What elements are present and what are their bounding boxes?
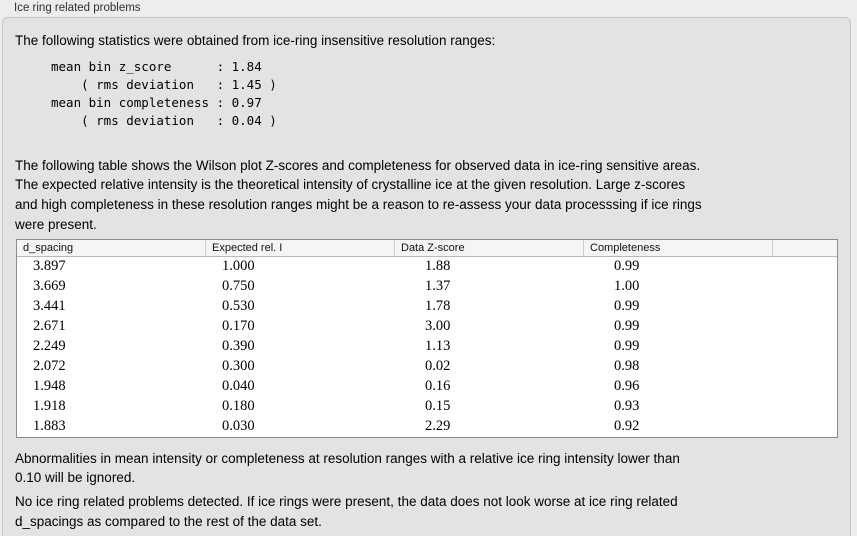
table-cell: 0.92: [614, 417, 640, 434]
table-cell: 1.000: [222, 257, 255, 274]
table-cell: 0.96: [614, 377, 640, 394]
column-header[interactable]: Expected rel. I: [206, 239, 395, 256]
table-cell: 0.99: [614, 317, 640, 334]
table-cell: 0.040: [222, 377, 255, 394]
table-cell: 1.37: [425, 277, 451, 294]
table-body: 3.897 1.000 1.88 0.99 3.669 0.750 1.37 1.00 3.44…: [17, 257, 837, 437]
text-line: Abnormalities in mean intensity or compl…: [15, 450, 680, 466]
table-row[interactable]: 3.669 0.750 1.37 1.00: [17, 277, 837, 297]
table-cell: 0.170: [222, 317, 255, 334]
ignore-threshold-note: Abnormalities in mean intensity or compl…: [15, 449, 850, 488]
table-row[interactable]: 2.671 0.170 3.00 0.99: [17, 317, 837, 337]
table-cell: 0.390: [222, 337, 255, 354]
table-cell: 0.300: [222, 357, 255, 374]
column-header[interactable]: Completeness: [584, 239, 773, 256]
text-line: and high completeness in these resolutio…: [15, 197, 702, 213]
table-row[interactable]: 3.897 1.000 1.88 0.99: [17, 257, 837, 277]
table-cell: 2.249: [33, 337, 66, 354]
table-cell: 0.99: [614, 297, 640, 314]
table-cell: 0.99: [614, 257, 640, 274]
table-cell: 2.072: [33, 357, 66, 374]
table-cell: 0.750: [222, 277, 255, 294]
table-cell: 2.29: [425, 417, 451, 434]
text-line: were present.: [15, 216, 97, 232]
table-row[interactable]: 1.948 0.040 0.16 0.96: [17, 377, 837, 397]
table-cell: 3.441: [33, 297, 66, 314]
text-line: d_spacings as compared to the rest of th…: [15, 513, 322, 529]
ice-ring-panel: The following statistics were obtained f…: [2, 17, 851, 536]
table-cell: 0.030: [222, 417, 255, 434]
table-cell: 0.02: [425, 357, 451, 374]
panel-title: Ice ring related problems: [14, 2, 141, 14]
column-header[interactable]: d_spacing: [17, 239, 206, 256]
intro-text: The following statistics were obtained f…: [15, 33, 496, 48]
table-cell: 0.530: [222, 297, 255, 314]
text-line: The following table shows the Wilson plo…: [15, 157, 701, 173]
table-cell: 0.93: [614, 397, 640, 414]
table-header-row: d_spacing Expected rel. I Data Z-score Comp…: [17, 239, 837, 257]
column-header[interactable]: Data Z-score: [395, 239, 584, 256]
table-row[interactable]: 2.072 0.300 0.02 0.98: [17, 357, 837, 377]
column-header-filler: [773, 240, 837, 256]
table-row[interactable]: 3.441 0.530 1.78 0.99: [17, 297, 837, 317]
table-cell: 1.88: [425, 257, 451, 274]
ice-ring-table[interactable]: d_spacing Expected rel. I Data Z-score Comp…: [16, 238, 838, 438]
table-row[interactable]: 1.918 0.180 0.15 0.93: [17, 397, 837, 417]
stats-block: mean bin z_score : 1.84 ( rms deviation …: [51, 58, 277, 128]
table-cell: 1.948: [33, 377, 66, 394]
conclusion-note: No ice ring related problems detected. I…: [15, 492, 850, 531]
table-cell: 0.180: [222, 397, 255, 414]
table-cell: 2.671: [33, 317, 66, 334]
table-cell: 1.78: [425, 297, 451, 314]
table-row[interactable]: 1.883 0.030 2.29 0.92: [17, 417, 837, 437]
table-cell: 1.883: [33, 417, 66, 434]
table-cell: 3.669: [33, 277, 66, 294]
text-line: The expected relative intensity is the t…: [15, 177, 686, 193]
table-cell: 0.99: [614, 337, 640, 354]
table-cell: 1.918: [33, 397, 66, 414]
text-line: 0.10 will be ignored.: [15, 470, 136, 486]
table-cell: 0.15: [425, 397, 451, 414]
table-cell: 1.00: [614, 277, 640, 294]
table-cell: 3.897: [33, 257, 66, 274]
table-cell: 0.98: [614, 357, 640, 374]
table-cell: 1.13: [425, 337, 451, 354]
table-cell: 3.00: [425, 317, 451, 334]
table-row[interactable]: 2.249 0.390 1.13 0.99: [17, 337, 837, 357]
description-text: The following table shows the Wilson plo…: [15, 156, 850, 235]
table-cell: 0.16: [425, 377, 451, 394]
text-line: No ice ring related problems detected. I…: [15, 493, 678, 509]
